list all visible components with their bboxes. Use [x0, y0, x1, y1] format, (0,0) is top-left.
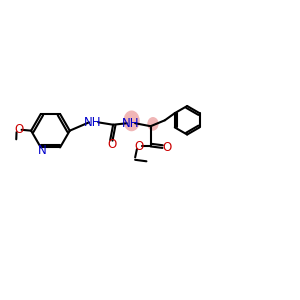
Text: O: O [162, 141, 171, 154]
Ellipse shape [147, 117, 159, 131]
Text: NH: NH [84, 116, 102, 129]
Text: O: O [135, 140, 144, 153]
Ellipse shape [123, 110, 140, 131]
Text: N: N [38, 145, 46, 158]
Text: O: O [14, 123, 23, 136]
Text: O: O [107, 138, 116, 151]
Text: NH: NH [122, 117, 139, 130]
